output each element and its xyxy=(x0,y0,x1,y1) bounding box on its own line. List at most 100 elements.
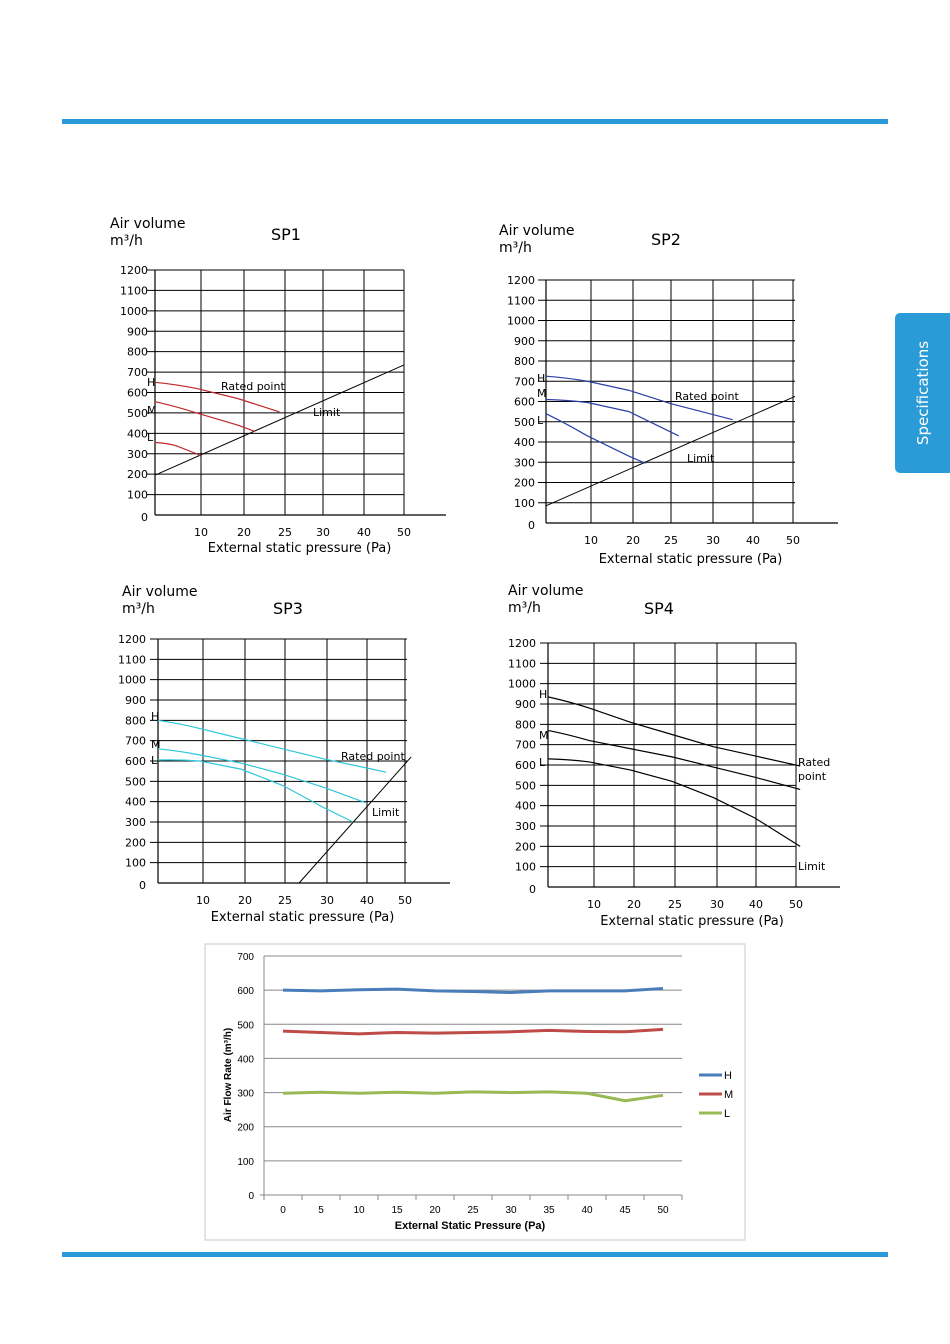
x-tick-label: 25 xyxy=(664,534,678,547)
y-tick-label: 600 xyxy=(515,759,536,772)
legend-m-label: M xyxy=(724,1089,733,1101)
legend-h-label: H xyxy=(724,1070,732,1082)
y-tick-label: 700 xyxy=(125,735,146,748)
y-tick-label: 500 xyxy=(237,1020,254,1031)
series-h-line xyxy=(282,986,664,995)
y-tick-label: 0 xyxy=(248,1191,254,1202)
y-tick-label: 300 xyxy=(515,820,536,833)
series-h-curve xyxy=(545,375,733,421)
y-tick-label: 900 xyxy=(125,694,146,707)
series-l-curve xyxy=(547,758,801,847)
y-tick-label: 300 xyxy=(125,816,146,829)
x-tick-label: 30 xyxy=(316,526,330,539)
x-axis-title: External static pressure (Pa) xyxy=(600,914,784,929)
y-axis-unit: m³/h xyxy=(110,233,143,249)
y-tick-label: 800 xyxy=(514,355,535,368)
x-axis-title: External Static Pressure (Pa) xyxy=(395,1220,546,1232)
y-tick-label: 900 xyxy=(514,335,535,348)
limit-line xyxy=(545,395,796,507)
x-tick-label: 25 xyxy=(278,894,292,907)
y-tick-label: 1000 xyxy=(120,305,148,318)
series-h-label: H xyxy=(537,372,545,385)
y-tick-label: 1200 xyxy=(508,637,536,650)
x-axis-title: External static pressure (Pa) xyxy=(211,910,395,925)
series-m-label: M xyxy=(537,387,547,400)
x-tick-label: 20 xyxy=(237,526,251,539)
series-h-label: H xyxy=(151,710,159,723)
series-l-curve xyxy=(545,413,646,464)
y-tick-label: 600 xyxy=(237,986,254,997)
chart-frame xyxy=(204,943,746,1241)
series-m-line xyxy=(282,1027,664,1036)
x-tick-label: 20 xyxy=(429,1205,441,1216)
annotation-label: point xyxy=(798,770,827,783)
y-tick-label: 0 xyxy=(139,879,146,892)
annotation-label: Limit xyxy=(313,406,341,419)
y-tick-label: 200 xyxy=(514,477,535,490)
y-tick-label: 500 xyxy=(514,416,535,429)
x-tick-label: 50 xyxy=(786,534,800,547)
x-tick-label: 30 xyxy=(706,534,720,547)
series-m-curve xyxy=(547,729,801,790)
y-tick-label: 300 xyxy=(127,448,148,461)
chart-air-flow-rate: 0 100 200 300 400 500 600 700 0 5 10 15 20 25 30 35 40 45… xyxy=(204,943,746,1241)
x-tick-label: 15 xyxy=(391,1205,403,1216)
bottom-rule xyxy=(62,1252,888,1257)
x-tick-label: 5 xyxy=(318,1205,324,1216)
x-tick-label: 50 xyxy=(397,526,411,539)
y-tick-label: 1100 xyxy=(507,294,535,307)
x-tick-label: 10 xyxy=(584,534,598,547)
annotation-label: Rated xyxy=(798,756,830,769)
y-tick-label: 500 xyxy=(515,779,536,792)
x-tick-label: 25 xyxy=(668,898,682,911)
y-tick-label: 200 xyxy=(127,468,148,481)
y-tick-label: 1200 xyxy=(118,633,146,646)
series-m-curve xyxy=(157,748,366,804)
x-tick-label: 50 xyxy=(657,1205,669,1216)
annotation-label: Limit xyxy=(372,806,400,819)
y-tick-label: 1200 xyxy=(120,264,148,277)
x-tick-label: 25 xyxy=(467,1205,479,1216)
y-tick-label: 1000 xyxy=(118,674,146,687)
x-tick-label: 30 xyxy=(505,1205,517,1216)
y-tick-label: 900 xyxy=(515,698,536,711)
y-tick-label: 100 xyxy=(515,861,536,874)
y-tick-label: 900 xyxy=(127,325,148,338)
chart-title: SP2 xyxy=(651,230,681,249)
series-m-label: M xyxy=(151,738,161,751)
series-l-curve xyxy=(154,441,201,457)
y-tick-label: 200 xyxy=(237,1123,254,1134)
chart-title: SP1 xyxy=(271,225,301,244)
y-tick-label: 400 xyxy=(125,796,146,809)
y-tick-label: 700 xyxy=(515,739,536,752)
y-tick-label: 100 xyxy=(125,857,146,870)
y-tick-label: 1000 xyxy=(507,315,535,328)
x-tick-label: 10 xyxy=(587,898,601,911)
series-m-curve xyxy=(154,401,255,432)
annotation-label: Rated point xyxy=(341,750,405,763)
y-tick-label: 1000 xyxy=(508,678,536,691)
specifications-tab[interactable]: Specifications xyxy=(895,313,950,473)
y-axis-title: Air volume xyxy=(122,584,198,600)
x-tick-label: 40 xyxy=(746,534,760,547)
y-axis-unit: m³/h xyxy=(508,600,541,616)
series-m-curve xyxy=(545,398,680,437)
y-axis-title: Air volume xyxy=(110,216,186,232)
series-h-curve xyxy=(157,719,387,773)
y-axis-title: Air volume xyxy=(508,583,584,599)
y-tick-label: 0 xyxy=(141,511,148,524)
y-tick-label: 400 xyxy=(237,1054,254,1065)
series-h-label: H xyxy=(539,688,547,701)
series-h-label: H xyxy=(147,376,155,389)
x-tick-label: 30 xyxy=(320,894,334,907)
series-h-curve xyxy=(154,381,280,413)
series-l-label: L xyxy=(147,431,154,444)
series-l-curve xyxy=(157,759,354,823)
y-tick-label: 0 xyxy=(528,519,535,532)
y-tick-label: 100 xyxy=(514,497,535,510)
x-tick-label: 0 xyxy=(280,1205,286,1216)
limit-line xyxy=(154,364,405,476)
y-tick-label: 500 xyxy=(125,775,146,788)
series-l-label: L xyxy=(537,414,544,427)
